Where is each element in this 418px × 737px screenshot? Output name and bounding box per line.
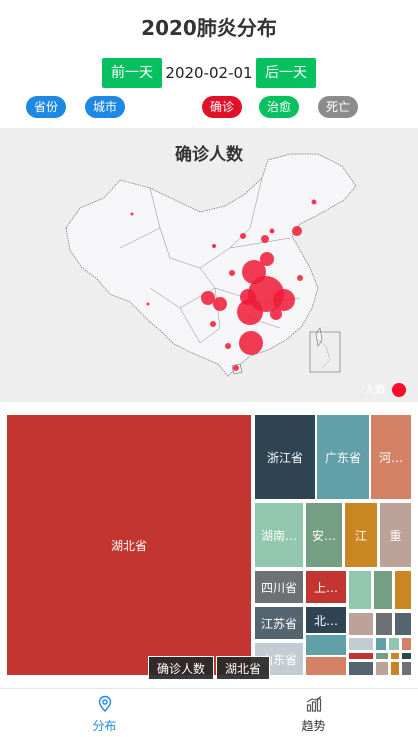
tab-trend[interactable]: 趋势 [209,689,418,737]
map-bubble [292,226,302,236]
page-title: 2020肺炎分布 [141,16,277,40]
legend-dot-icon[interactable] [392,383,406,397]
treemap-breadcrumb: 确诊人数 湖北省 [148,656,271,680]
city-toggle[interactable]: 城市 [85,96,126,118]
tab-distribution[interactable]: 分布 [0,689,209,737]
treemap-tile-small[interactable] [401,661,412,676]
tab-trend-label: 趋势 [301,719,326,733]
treemap-tile-small[interactable] [394,570,412,610]
treemap-tile-jiangxi[interactable]: 江 [344,502,378,568]
map-bubble [239,331,263,355]
location-pin-icon [98,695,112,712]
treemap-tile-hunan[interactable]: 湖南… [254,502,304,568]
treemap-tile-shanghai[interactable]: 上… [305,570,347,604]
map-bubble [260,252,274,266]
map-title: 确诊人数 [175,145,243,165]
map-bubble [146,302,150,306]
treemap-tile-small[interactable] [348,661,374,676]
treemap-tile-small[interactable] [388,637,400,651]
current-date: 2020-02-01 [165,64,253,82]
treemap-tile-small[interactable] [390,661,400,676]
treemap-tile-zhejiang[interactable]: 浙江省 [254,414,316,500]
treemap-tile-small[interactable] [373,570,393,610]
treemap-tile-anhui[interactable]: 安… [305,502,343,568]
map-bubble [297,275,303,281]
treemap-tile-small[interactable] [401,652,412,660]
treemap-tile-henan[interactable]: 河… [370,414,412,500]
treemap-tile-small[interactable] [390,652,400,660]
treemap-tile-small[interactable] [348,652,374,660]
breadcrumb-current[interactable]: 湖北省 [216,656,271,680]
treemap-tile-small[interactable] [375,612,393,636]
death-toggle[interactable]: 死亡 [318,96,359,118]
map-bubble [233,365,239,371]
tab-distribution-label: 分布 [92,719,117,733]
province-toggle[interactable]: 省份 [26,96,67,118]
treemap-tile-small[interactable] [375,661,389,676]
map-legend: 人数 [330,382,410,398]
map-bubble [270,308,282,320]
treemap-tile-hubei[interactable]: 湖北省 [6,414,252,676]
treemap-tile-small[interactable] [375,637,387,651]
date-navigator: 前一天 2020-02-01 后一天 [0,58,418,88]
treemap-tile-small[interactable] [305,656,347,676]
breadcrumb-root[interactable]: 确诊人数 [148,656,215,680]
map-bubble [212,244,216,248]
map-bubble [273,289,295,311]
china-map[interactable] [0,128,418,402]
map-bubble [311,199,317,205]
bar-chart-icon [306,696,322,712]
map-bubble [130,212,134,216]
map-bubble [213,297,227,311]
map-bubble [201,291,215,305]
treemap-tile-small[interactable] [348,637,374,651]
treemap-tile-small[interactable] [394,612,412,636]
map-bubble [210,321,216,327]
treemap-tile-beijing[interactable]: 北… [305,606,347,634]
treemap-tile-small[interactable] [375,652,389,660]
prev-day-button[interactable]: 前一天 [102,58,162,88]
treemap-tile-sichuan[interactable]: 四川省 [254,570,304,604]
legend-label: 人数 [364,383,386,396]
map-bubble [240,233,246,239]
treemap-tile-jiangsu[interactable]: 江苏省 [254,606,304,640]
cured-toggle[interactable]: 治愈 [259,96,300,118]
treemap-tile-chongqing[interactable]: 重 [379,502,412,568]
map-bubble [261,235,269,243]
map-bubble [229,270,235,276]
province-treemap: 湖北省 浙江省 广东省 河… 湖南… 安… 江 重 四川省 上… 江苏省 北… … [0,404,418,686]
map-bubble [240,289,256,305]
bottom-tab-bar: 分布 趋势 [0,688,418,737]
treemap-tile-small[interactable] [348,570,372,610]
treemap-tile-small[interactable] [348,612,374,636]
map-bubbles [130,199,317,371]
confirmed-toggle[interactable]: 确诊 [202,96,243,118]
next-day-button[interactable]: 后一天 [256,58,316,88]
map-bubble [225,343,231,349]
map-panel: 确诊人数 人数 [0,128,418,402]
map-bubble [237,299,263,325]
treemap-tile-guangdong[interactable]: 广东省 [316,414,370,500]
map-bubble [269,228,275,234]
treemap-tile-small[interactable] [401,637,412,651]
treemap-tile-small[interactable] [305,634,347,656]
